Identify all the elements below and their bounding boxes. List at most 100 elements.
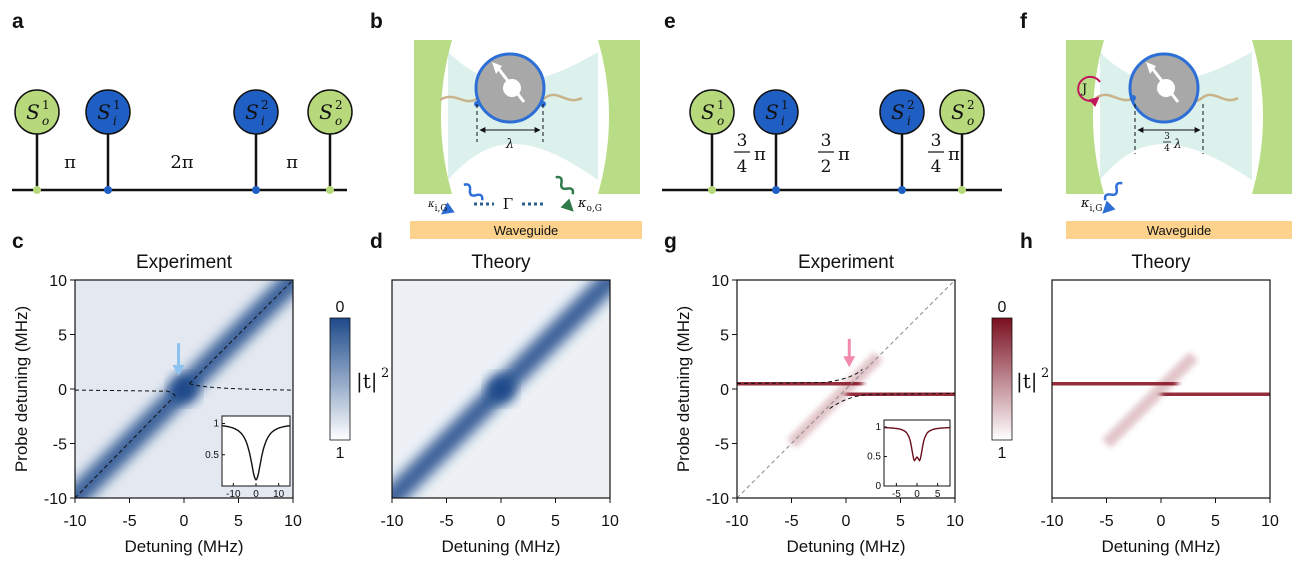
colorbar-bottom: 1 <box>998 445 1007 462</box>
node-sub: o <box>717 114 724 128</box>
inset-y-tick-label: 0.5 <box>867 452 881 463</box>
node-sup: 1 <box>113 98 121 112</box>
panel-letter: f <box>1020 10 1028 33</box>
panel-letter: c <box>12 230 24 253</box>
colorbar-label: |t| <box>1016 369 1038 394</box>
node-letter: S <box>951 100 965 124</box>
kappa-symbol: κ <box>1080 196 1090 211</box>
phase-num: 3 <box>821 131 832 151</box>
inset-y-tick-label: 0 <box>875 481 881 492</box>
x-tick-label: 10 <box>1261 513 1279 530</box>
band-core <box>487 375 515 403</box>
waveguide-label: Waveguide <box>1147 223 1212 238</box>
y-tick-label: 5 <box>720 328 729 345</box>
phase: π <box>64 152 76 173</box>
inset-frame <box>222 416 290 486</box>
kappa-sub: i,G <box>435 204 448 214</box>
node-sup: 2 <box>967 98 975 112</box>
kappa-sub: o,G <box>587 204 602 214</box>
inset-x-tick-label: 0 <box>914 489 920 500</box>
waveguide-label: Waveguide <box>494 223 559 238</box>
node-sub: i <box>113 114 117 128</box>
x-tick-label: 5 <box>551 513 560 530</box>
x-axis-label: Detuning (MHz) <box>1101 537 1220 556</box>
phase: π <box>286 152 298 173</box>
x-tick-label: 0 <box>842 513 851 530</box>
inset-x-tick-label: 0 <box>253 489 259 500</box>
plot-title: Experiment <box>136 252 233 273</box>
node-sub: o <box>335 114 342 128</box>
colorbar <box>992 318 1012 440</box>
junction <box>104 186 112 194</box>
colorbar-sup: 2 <box>1041 366 1049 381</box>
junction <box>33 186 41 194</box>
colorbar <box>330 318 350 440</box>
junction <box>252 186 260 194</box>
band-core <box>170 375 198 403</box>
x-tick-label: -5 <box>784 513 798 530</box>
x-tick-label: -10 <box>63 513 86 530</box>
panel-letter: e <box>664 10 676 33</box>
junction <box>958 186 966 194</box>
x-tick-label: -5 <box>1099 513 1113 530</box>
y-tick-label: 0 <box>720 382 729 399</box>
inset-x-tick-label: -10 <box>226 489 241 500</box>
y-tick-label: 0 <box>58 382 67 399</box>
y-tick-label: 10 <box>49 273 67 290</box>
x-axis-label: Detuning (MHz) <box>441 537 560 556</box>
colorbar-label: |t| <box>356 369 378 394</box>
node-sup: 1 <box>717 98 725 112</box>
node-sup: 2 <box>261 98 269 112</box>
x-tick-label: -10 <box>380 513 403 530</box>
kappa-in-f: κi,G <box>1080 196 1102 214</box>
colorbar-bottom: 1 <box>336 445 345 462</box>
x-tick-label: 0 <box>497 513 506 530</box>
plot-title: Experiment <box>798 252 895 273</box>
node-letter: S <box>26 100 40 124</box>
x-tick-label: 5 <box>234 513 243 530</box>
kappa-in-b: κi,G <box>427 199 448 214</box>
gamma-label: Γ <box>503 195 513 213</box>
x-tick-label: 0 <box>1157 513 1166 530</box>
node-letter: S <box>97 100 111 124</box>
y-tick-label: -5 <box>53 437 67 454</box>
panel-letter: b <box>370 10 383 33</box>
inset-y-tick-label: 1 <box>213 419 219 430</box>
colorbar-top: 0 <box>998 299 1007 316</box>
inset-y-tick-label: 0.5 <box>205 450 219 461</box>
panel-letter: h <box>1020 230 1033 253</box>
node-letter: S <box>319 100 333 124</box>
x-tick-label: 5 <box>1211 513 1220 530</box>
y-tick-label: 10 <box>711 273 729 290</box>
x-tick-label: -10 <box>1040 513 1063 530</box>
phase-num: 3 <box>737 131 748 151</box>
y-tick-label: -5 <box>715 437 729 454</box>
band-left <box>1032 382 1177 384</box>
x-axis-label: Detuning (MHz) <box>124 537 243 556</box>
inset-x-tick-label: -5 <box>892 489 901 500</box>
node-letter: S <box>245 100 259 124</box>
lambda-label: λ <box>505 137 514 152</box>
phase-den: 2 <box>821 157 832 177</box>
x-tick-label: -5 <box>122 513 136 530</box>
inset-x-tick-label: 5 <box>935 489 941 500</box>
band-right <box>1161 393 1290 395</box>
x-tick-label: 5 <box>896 513 905 530</box>
heatmap <box>1032 280 1290 498</box>
y-axis-label: Probe detuning (MHz) <box>12 306 31 472</box>
node-sub: o <box>967 114 974 128</box>
node-sup: 1 <box>781 98 789 112</box>
phase-den: 4 <box>737 157 748 177</box>
coupling-label: J <box>1080 82 1087 97</box>
colorbar-sup: 2 <box>381 366 389 381</box>
panel-letter: g <box>664 230 677 253</box>
x-tick-label: 10 <box>284 513 302 530</box>
panel-letter: a <box>12 10 24 33</box>
x-axis-label: Detuning (MHz) <box>786 537 905 556</box>
x-tick-label: -5 <box>439 513 453 530</box>
y-axis-label: Probe detuning (MHz) <box>674 306 693 472</box>
node-sub: i <box>261 114 265 128</box>
y-tick-label: 5 <box>58 328 67 345</box>
spacing-symbol: λ <box>1173 137 1182 151</box>
node-sup: 1 <box>42 98 50 112</box>
